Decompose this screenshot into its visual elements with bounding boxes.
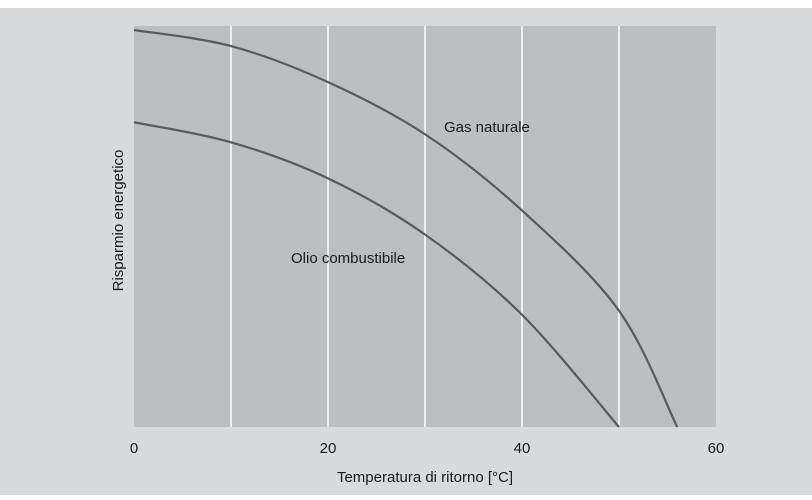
x-tick-label: 60 [708, 440, 725, 457]
x-tick-label: 0 [130, 440, 138, 457]
y-axis-label: Risparmio energetico [110, 150, 127, 292]
x-tick-label: 20 [320, 440, 337, 457]
series-lines [133, 28, 679, 428]
series-labels: Gas naturale Olio combustibile [291, 119, 530, 267]
x-tick-label: 40 [514, 440, 531, 457]
chart-figure: 0 20 40 60 Gas naturale Olio combustibile Te… [0, 8, 812, 495]
x-tick-labels: 0 20 40 60 [130, 440, 725, 457]
gridlines [230, 26, 620, 427]
series-line-olio-combustibile [133, 121, 620, 428]
series-line-gas-naturale [133, 28, 679, 428]
x-axis-label: Temperatura di ritorno [°C] [337, 469, 513, 486]
series-label: Gas naturale [444, 119, 530, 136]
series-label: Olio combustibile [291, 250, 405, 267]
chart-svg: 0 20 40 60 Gas naturale Olio combustibile Te… [110, 26, 725, 486]
